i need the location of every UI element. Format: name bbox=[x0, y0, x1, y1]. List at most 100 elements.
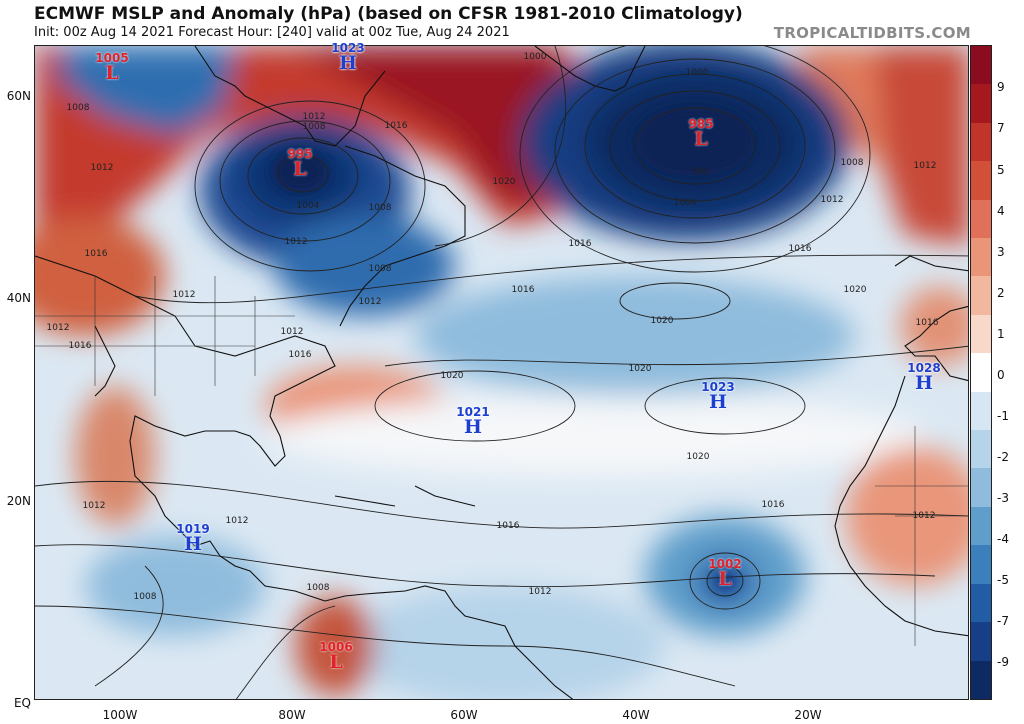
high-symbol: H bbox=[339, 52, 357, 74]
isobar-label: 1012 bbox=[90, 163, 114, 173]
low-symbol: L bbox=[293, 158, 307, 180]
colorbar-label: 4 bbox=[997, 204, 1005, 218]
lon-label-20w: 20W bbox=[794, 708, 822, 722]
colorbar-swatch bbox=[971, 122, 991, 162]
isobar-label: 1012 bbox=[820, 195, 844, 205]
isobar-label: 1020 bbox=[650, 316, 674, 326]
isobar-label: 1008 bbox=[133, 592, 157, 602]
isobar-label: 1004 bbox=[673, 198, 697, 208]
colorbar-swatch bbox=[971, 353, 991, 392]
isobar-label: 1000 bbox=[685, 68, 709, 78]
low-center-995: 995 L bbox=[287, 148, 312, 179]
colorbar-swatch bbox=[971, 276, 991, 315]
anomaly-map bbox=[34, 45, 969, 700]
chart-subtitle: Init: 00z Aug 14 2021 Forecast Hour: [24… bbox=[34, 25, 510, 40]
lon-label-80w: 80W bbox=[278, 708, 306, 722]
high-center-1023-azores: 1023 H bbox=[701, 381, 734, 412]
isobar-label: 1012 bbox=[225, 516, 249, 526]
colorbar-label: 2 bbox=[997, 286, 1005, 300]
isobar-label: 1008 bbox=[368, 203, 392, 213]
lon-label-60w: 60W bbox=[450, 708, 478, 722]
high-symbol: H bbox=[184, 533, 202, 555]
high-center-1028: 1028 H bbox=[907, 362, 940, 393]
chart-title: ECMWF MSLP and Anomaly (hPa) (based on C… bbox=[34, 4, 743, 24]
isobar-label: 1016 bbox=[915, 318, 939, 328]
isobar-label: 1020 bbox=[440, 371, 464, 381]
isobar-label: 1016 bbox=[761, 500, 785, 510]
low-symbol: L bbox=[105, 62, 119, 84]
pressure-value: 995 bbox=[287, 147, 313, 161]
isobar-label: 1008 bbox=[302, 122, 326, 132]
high-symbol: H bbox=[464, 416, 482, 438]
colorbar-swatch bbox=[971, 238, 991, 277]
pressure-value: 985 bbox=[688, 117, 714, 131]
borders bbox=[35, 276, 968, 646]
pressure-value: 1006 bbox=[319, 640, 353, 654]
isobar-label: 1012 bbox=[302, 112, 326, 122]
isobar-label: 1020 bbox=[686, 452, 710, 462]
colorbar-label: -3 bbox=[997, 491, 1009, 505]
isobar-label: 1016 bbox=[84, 249, 108, 259]
pressure-value: 1028 bbox=[907, 361, 941, 375]
high-symbol: H bbox=[915, 372, 933, 394]
isobar-label: 1012 bbox=[280, 327, 304, 337]
colorbar-label: 1 bbox=[997, 327, 1005, 341]
colorbar-label: 9 bbox=[997, 80, 1005, 94]
isobar-label: 992 bbox=[692, 167, 710, 177]
isobar-label: 1020 bbox=[492, 177, 516, 187]
isobar-label: 1020 bbox=[628, 364, 652, 374]
colorbar-swatch bbox=[971, 46, 991, 85]
coastlines bbox=[35, 46, 968, 699]
isobar-label: 1008 bbox=[840, 158, 864, 168]
colorbar-label: 7 bbox=[997, 121, 1005, 135]
low-symbol: L bbox=[694, 128, 708, 150]
isobar-label: 1008 bbox=[66, 103, 90, 113]
colorbar bbox=[970, 45, 992, 700]
colorbar-swatch bbox=[971, 545, 991, 584]
colorbar-swatch bbox=[971, 468, 991, 507]
colorbar-label: 3 bbox=[997, 245, 1005, 259]
low-symbol: L bbox=[329, 651, 343, 673]
isobar-label: 1012 bbox=[528, 587, 552, 597]
isobar-label: 1016 bbox=[496, 521, 520, 531]
map-canvas bbox=[35, 46, 968, 699]
colorbar-label: 0 bbox=[997, 368, 1005, 382]
anomaly-detail bbox=[272, 106, 755, 591]
colorbar-label: 5 bbox=[997, 163, 1005, 177]
isobar-label: 1008 bbox=[306, 583, 330, 593]
isobar-label: 1012 bbox=[913, 161, 937, 171]
colorbar-swatch bbox=[971, 622, 991, 661]
isobar-lines bbox=[35, 46, 968, 699]
colorbar-label: -1 bbox=[997, 409, 1009, 423]
high-center-1023-north: 1023 H bbox=[331, 42, 364, 73]
colorbar-label: -9 bbox=[997, 655, 1009, 669]
pressure-value: 1023 bbox=[701, 380, 735, 394]
lat-label-eq: EQ bbox=[13, 696, 31, 710]
lon-label-100w: 100W bbox=[102, 708, 138, 722]
isobar-label: 1012 bbox=[46, 323, 70, 333]
isobar-label: 1012 bbox=[172, 290, 196, 300]
colorbar-label: -2 bbox=[997, 450, 1009, 464]
isobar-label: 1012 bbox=[912, 511, 936, 521]
pressure-value: 1021 bbox=[456, 405, 490, 419]
low-center-1002: 1002 L bbox=[708, 558, 741, 589]
isobar-label: 1016 bbox=[288, 350, 312, 360]
isobar-label: 1012 bbox=[284, 237, 308, 247]
colorbar-swatch bbox=[971, 506, 991, 546]
lat-label-40n: 40N bbox=[6, 291, 31, 305]
site-credit: TROPICALTIDBITS.COM bbox=[773, 24, 971, 42]
isobar-label: 1016 bbox=[788, 244, 812, 254]
colorbar-swatch bbox=[971, 391, 991, 431]
pressure-value: 1002 bbox=[708, 557, 742, 571]
colorbar-swatch bbox=[971, 430, 991, 469]
pressure-value: 1005 bbox=[95, 51, 129, 65]
isobar-label: 1004 bbox=[296, 201, 320, 211]
colorbar-label: -7 bbox=[997, 614, 1009, 628]
high-center-1021: 1021 H bbox=[456, 406, 489, 437]
colorbar-label: -4 bbox=[997, 532, 1009, 546]
low-symbol: L bbox=[718, 568, 732, 590]
colorbar-swatch bbox=[971, 199, 991, 239]
isobar-label: 1016 bbox=[511, 285, 535, 295]
low-center-985: 985 L bbox=[688, 118, 713, 149]
high-center-1019: 1019 H bbox=[176, 523, 209, 554]
